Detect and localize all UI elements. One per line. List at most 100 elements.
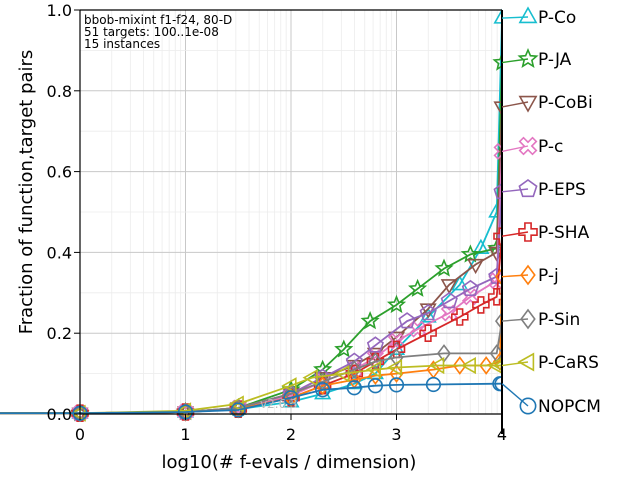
marker: [282, 388, 300, 407]
x-tick-label: 2: [286, 425, 296, 444]
legend-label: P-Co: [538, 8, 576, 28]
marker: [367, 378, 384, 394]
legend-leader: [501, 188, 529, 193]
series-line: [0, 364, 502, 415]
marker: [519, 397, 537, 415]
y-tick-label: 1.0: [47, 1, 72, 20]
marker: [334, 365, 350, 383]
series-line: [0, 191, 502, 415]
marker: [408, 278, 428, 297]
y-tick-label: 0.6: [47, 163, 72, 182]
series-p-c: [0, 142, 502, 422]
marker: [366, 336, 384, 353]
series-p-co: [0, 8, 502, 419]
info-text: bbob-mixint f1-f24, 80-D51 targets: 100.…: [84, 13, 298, 411]
marker: [386, 294, 407, 314]
series-p-cars: [0, 356, 502, 422]
marker: [493, 101, 502, 117]
marker: [461, 288, 479, 306]
marker: [440, 279, 458, 295]
info-line: bbob-mixint f1-f24, 80-D: [84, 13, 232, 27]
legend-item: P-j: [501, 264, 559, 286]
marker: [228, 395, 244, 413]
marker: [495, 311, 502, 331]
version-watermark: v2.6.3: [260, 397, 298, 411]
legend-label: NOPCM: [538, 397, 601, 417]
legend-item: P-JA: [501, 47, 572, 70]
marker: [365, 360, 382, 379]
legend-item: P-SHA: [501, 222, 590, 243]
marker: [488, 267, 502, 284]
series-p-sha: [0, 227, 502, 422]
series-layer: [0, 8, 502, 422]
marker: [440, 304, 458, 322]
marker: [388, 377, 405, 393]
legend-label: P-JA: [538, 50, 572, 70]
legend-item: P-Sin: [501, 308, 580, 330]
x-tick-label: 1: [180, 425, 190, 444]
y-tick-label: 0.2: [47, 324, 72, 343]
marker: [440, 291, 458, 309]
legend-leader: [501, 383, 529, 407]
legend-item: P-CaRS: [501, 352, 599, 373]
marker: [368, 366, 383, 385]
y-tick-label: 0.4: [47, 243, 72, 262]
marker: [472, 296, 490, 314]
legend-leader: [501, 274, 529, 278]
marker: [518, 222, 538, 242]
marker: [389, 348, 404, 367]
marker: [176, 403, 195, 421]
y-tick-label: 0.8: [47, 82, 72, 101]
marker: [386, 358, 403, 377]
marker: [282, 384, 300, 402]
marker: [345, 352, 363, 369]
marker: [434, 258, 454, 277]
series-line: [0, 382, 502, 415]
marker: [230, 402, 246, 418]
x-tick-label: 0: [75, 425, 85, 444]
info-line: 51 targets: 100..1e-08: [84, 25, 219, 39]
marker: [334, 339, 354, 358]
marker: [495, 267, 502, 286]
marker: [493, 227, 502, 245]
legend-item: P-CoBi: [501, 93, 593, 113]
y-tick-label: 0.0: [47, 405, 72, 424]
marker: [460, 244, 480, 263]
marker: [360, 310, 380, 330]
marker: [472, 238, 490, 254]
marker: [461, 279, 479, 297]
x-tick-label: 4: [497, 425, 507, 444]
marker: [479, 356, 494, 375]
marker: [518, 179, 538, 198]
marker: [283, 390, 299, 406]
marker: [493, 182, 502, 200]
marker: [517, 352, 535, 372]
marker: [492, 52, 502, 71]
series-nopcm: [0, 376, 502, 421]
legend-item: P-c: [501, 136, 563, 157]
y-axis-title: Fraction of function,target pairs: [16, 50, 37, 335]
marker: [302, 369, 318, 387]
marker: [419, 307, 437, 323]
legend-label: P-CaRS: [538, 353, 599, 373]
marker: [429, 356, 445, 375]
legend-label: P-Sin: [538, 310, 580, 330]
legend-leader: [501, 318, 529, 322]
marker: [493, 142, 502, 160]
marker: [487, 287, 502, 306]
marker: [518, 136, 538, 156]
legend-label: P-SHA: [538, 223, 590, 243]
marker: [346, 380, 362, 396]
legend-item: P-EPS: [501, 179, 586, 200]
marker: [452, 356, 467, 375]
marker: [520, 308, 536, 330]
legend-item: NOPCM: [501, 383, 601, 417]
legend-label: P-j: [538, 266, 559, 286]
tick-labels: 0 1 2 3 4 0.0 0.2 0.4 0.6 0.8 1.0 log10(# f-evals /…: [16, 1, 507, 473]
marker: [460, 356, 476, 375]
series-clip: [0, 8, 502, 422]
marker: [467, 258, 485, 275]
marker: [488, 272, 502, 290]
marker: [451, 275, 469, 291]
